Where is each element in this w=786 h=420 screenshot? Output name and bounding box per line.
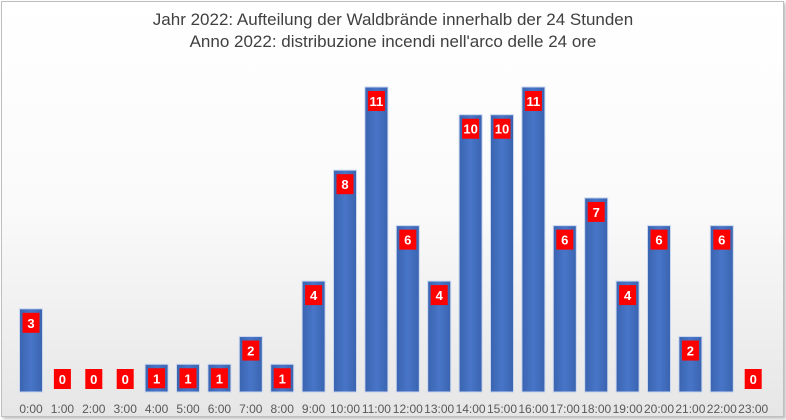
data-label: 4 — [624, 288, 632, 303]
data-label-box — [22, 312, 40, 333]
x-tick-label: 6:00 — [208, 402, 232, 416]
data-label: 6 — [655, 233, 662, 248]
data-label-box — [744, 369, 762, 389]
data-label: 10 — [495, 122, 509, 137]
data-label-box — [148, 368, 166, 389]
data-label: 3 — [27, 316, 34, 331]
x-tick-label: 10:00 — [330, 402, 360, 416]
data-label: 2 — [247, 344, 254, 359]
x-tick-label: 12:00 — [393, 402, 423, 416]
data-label-box — [430, 285, 448, 306]
data-label: 1 — [153, 371, 160, 386]
bar — [552, 225, 577, 393]
data-label-box — [336, 174, 354, 195]
data-label-box — [587, 201, 605, 222]
data-label-box — [305, 285, 323, 306]
x-tick-label: 19:00 — [613, 402, 643, 416]
data-label: 4 — [310, 288, 318, 303]
x-tick-label: 4:00 — [145, 402, 169, 416]
x-tick-label: 7:00 — [239, 402, 263, 416]
x-tick-label: 13:00 — [424, 402, 454, 416]
data-label: 10 — [463, 122, 477, 137]
data-label: 0 — [59, 372, 66, 387]
x-tick-label: 9:00 — [302, 402, 326, 416]
bar — [709, 225, 734, 393]
x-tick-label: 2:00 — [82, 402, 106, 416]
x-tick-label: 3:00 — [114, 402, 138, 416]
data-label: 8 — [341, 177, 348, 192]
bar — [490, 114, 514, 393]
data-label-box — [367, 91, 385, 111]
data-label: 0 — [122, 372, 129, 387]
x-tick-label: 17:00 — [550, 402, 580, 416]
x-tick-label: 20:00 — [644, 402, 674, 416]
data-label-box — [179, 368, 197, 389]
x-tick-label: 11:00 — [362, 402, 391, 416]
x-tick-label: 22:00 — [707, 402, 737, 416]
data-label: 1 — [216, 371, 223, 386]
data-label-box — [273, 368, 291, 389]
bar — [458, 114, 483, 393]
data-label-box — [524, 91, 542, 111]
x-tick-label: 14:00 — [456, 402, 486, 416]
bar — [647, 225, 671, 393]
data-label-box — [650, 229, 668, 250]
x-tick-label: 15:00 — [487, 402, 517, 416]
data-label-box — [493, 118, 511, 139]
data-label-box — [53, 369, 71, 389]
chart-subtitle: Anno 2022: distribuzione incendi nell'ar… — [189, 32, 597, 51]
bar — [333, 169, 357, 393]
data-label: 11 — [370, 94, 384, 109]
data-label-box — [462, 118, 480, 139]
data-label-box — [399, 229, 417, 250]
chart-title: Jahr 2022: Aufteilung der Waldbrände inn… — [152, 10, 634, 29]
bar — [395, 225, 420, 393]
x-tick-label: 23:00 — [738, 402, 768, 416]
data-label: 4 — [436, 288, 444, 303]
x-tick-label: 0:00 — [19, 402, 43, 416]
bar — [427, 280, 452, 393]
data-label-box — [713, 229, 731, 250]
x-tick-label: 21:00 — [675, 402, 705, 416]
x-tick-label: 1:00 — [51, 402, 75, 416]
x-tick-label: 8:00 — [271, 402, 295, 416]
bar — [364, 86, 389, 393]
bar — [615, 280, 640, 393]
data-label: 0 — [750, 372, 757, 387]
bar — [584, 197, 609, 393]
x-tick-label: 16:00 — [518, 402, 548, 416]
bar — [521, 86, 546, 393]
data-label-box — [242, 340, 260, 361]
data-label: 6 — [718, 233, 725, 248]
x-tick-label: 18:00 — [581, 402, 611, 416]
data-label: 6 — [404, 233, 411, 248]
data-label-box — [681, 340, 699, 361]
data-label: 2 — [687, 344, 694, 359]
data-label-box — [619, 285, 637, 306]
data-label-box — [210, 368, 228, 389]
data-label-box — [556, 229, 574, 250]
data-label: 6 — [561, 233, 568, 248]
bar — [301, 280, 326, 393]
data-label: 7 — [593, 205, 600, 220]
data-label: 0 — [90, 372, 97, 387]
x-tick-label: 5:00 — [176, 402, 200, 416]
data-label-box — [116, 369, 134, 389]
data-label: 1 — [279, 371, 286, 386]
data-label-box — [85, 369, 103, 389]
data-label: 1 — [184, 371, 191, 386]
data-label: 11 — [527, 94, 541, 109]
